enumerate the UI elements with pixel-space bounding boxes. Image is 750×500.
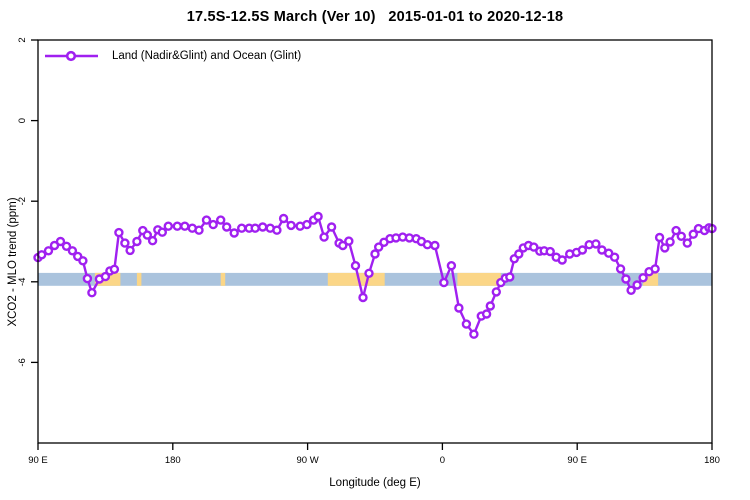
legend-label: Land (Nadir&Glint) and Ocean (Glint) (112, 50, 302, 62)
data-point (671, 225, 681, 236)
data-point (302, 219, 312, 230)
data-point (236, 223, 247, 233)
data-point (67, 246, 78, 256)
y-tick-label: -4 (17, 278, 28, 286)
data-point (55, 236, 66, 247)
data-point (364, 268, 374, 278)
data-point (577, 245, 588, 255)
y-tick-label: 0 (17, 118, 28, 123)
data-point (638, 273, 648, 283)
data-point (338, 240, 348, 251)
data-point (682, 238, 692, 248)
data-point (461, 319, 472, 329)
data-point (454, 303, 464, 313)
x-axis-title: Longitude (deg E) (329, 477, 421, 489)
data-point (142, 230, 153, 240)
data-point (514, 249, 524, 259)
data-point (688, 229, 698, 239)
data-point (615, 264, 626, 274)
data-point (125, 245, 135, 256)
data-point (87, 288, 97, 298)
data-point (446, 261, 457, 271)
data-point (250, 223, 260, 233)
land-band-segment (136, 272, 142, 286)
data-point (626, 285, 636, 295)
data-point (591, 239, 601, 249)
data-point (100, 271, 111, 282)
data-point (163, 221, 174, 231)
data-point (370, 249, 380, 259)
data-point (469, 329, 479, 339)
legend: Land (Nadir&Glint) and Ocean (Glint) (44, 48, 301, 64)
data-point (557, 255, 567, 265)
data-point (78, 256, 88, 266)
data-point (132, 236, 142, 247)
x-tick-label: 180 (165, 455, 181, 466)
land-band-segment (220, 272, 226, 286)
data-point (272, 225, 282, 235)
data-point (313, 211, 323, 222)
data-point (319, 232, 329, 242)
data-point (109, 264, 120, 274)
y-tick-label: 2 (17, 37, 28, 42)
data-point (194, 225, 204, 235)
data-point (82, 273, 93, 284)
data-point (147, 235, 158, 246)
data-point (172, 221, 183, 231)
data-point (481, 309, 492, 319)
data-point (632, 280, 642, 290)
data-point (609, 252, 620, 262)
x-tick-label: 0 (440, 455, 445, 466)
data-point (61, 241, 72, 252)
data-point (654, 232, 665, 243)
data-point (422, 239, 433, 250)
legend-marker-icon (45, 50, 98, 62)
x-tick-label: 90 W (297, 455, 319, 466)
data-point (350, 261, 361, 271)
data-point (485, 301, 495, 311)
data-point (120, 238, 130, 248)
x-tick-label: 180 (704, 455, 720, 466)
data-point (208, 219, 218, 230)
data-point (229, 228, 239, 238)
data-point (221, 222, 232, 232)
data-point (505, 272, 515, 282)
data-point (650, 264, 660, 274)
data-point (215, 215, 226, 225)
data-point (545, 246, 555, 257)
data-point (286, 220, 296, 231)
data-point (439, 277, 449, 288)
data-point (529, 242, 539, 252)
data-point (344, 236, 354, 246)
land-band-segment (327, 272, 385, 286)
y-tick-label: -6 (17, 358, 28, 366)
plot-frame (37, 39, 713, 444)
data-point (660, 243, 670, 253)
data-point (430, 240, 440, 251)
data-point (491, 287, 501, 297)
data-point (49, 240, 60, 251)
data-point (358, 292, 368, 303)
data-point (326, 222, 337, 232)
data-point (676, 231, 686, 242)
data-point (258, 222, 268, 232)
data-point (114, 227, 124, 238)
data-point (201, 215, 212, 225)
data-point (665, 237, 675, 247)
chart-title: 17.5S-12.5S March (Ver 10) 2015-01-01 to… (186, 9, 564, 25)
y-tick-label: -2 (17, 197, 28, 205)
data-point (180, 221, 190, 231)
data-point (621, 274, 631, 284)
data-point (278, 213, 289, 224)
x-tick-label: 90 E (567, 455, 587, 466)
data-point (43, 246, 54, 256)
x-tick-label: 90 E (28, 455, 48, 466)
data-point (157, 227, 168, 237)
land-band-segment (457, 272, 501, 286)
